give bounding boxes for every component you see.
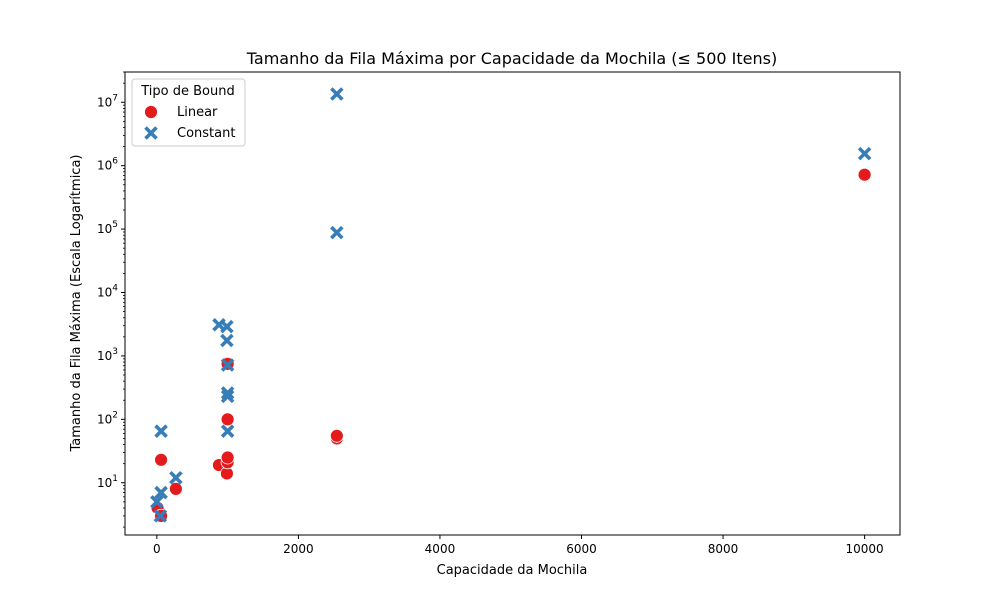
constant-point [154,485,168,500]
plot-frame [124,71,901,536]
linear-point [154,452,168,467]
constant-point [220,389,235,404]
x-tick-label: 6000 [566,542,597,556]
constant-point [330,225,344,240]
linear-point [220,450,235,465]
y-axis-label: Tamanho da Fila Máxima (Escala Logarítmi… [69,155,84,453]
linear-point [329,428,344,443]
legend-box [131,78,246,147]
constant-point [220,319,234,334]
constant-point [220,358,235,372]
constant-point [150,495,164,509]
plot-area [124,71,901,536]
y-tick-label: 105 [97,220,118,236]
y-tick-label: 102 [97,410,118,426]
constant-point [153,509,168,523]
legend-label-constant: Constant [177,126,235,141]
constant-point [220,424,235,438]
y-tick-label: 103 [97,347,118,363]
linear-point [168,481,183,496]
data-points [150,87,872,523]
constant-point [220,386,235,400]
x-tick-label: 0 [153,542,161,556]
linear-point [857,167,872,182]
constant-point [330,87,344,101]
constant-point [154,424,168,438]
legend-title: Tipo de Bound [140,84,234,99]
x-tick-label: 10000 [846,542,884,556]
x-tick-label: 4000 [425,542,456,556]
linear-point [220,412,235,427]
constant-point [857,146,872,161]
y-tick-label: 104 [97,284,118,300]
linear-legend-marker [144,105,158,119]
x-tick-label: 8000 [708,542,739,556]
x-axis-label: Capacidade da Mochila [437,563,588,578]
constant-point [169,470,183,485]
legend: Tipo de Bound Linear Constant [131,78,246,147]
y-tick-label: 107 [97,93,118,109]
x-axis: 0 2000 4000 6000 8000 10000 [153,535,884,556]
y-axis: 101 102 103 104 105 106 107 [97,71,125,528]
x-tick-label: 2000 [283,542,314,556]
constant-legend-marker [144,126,158,140]
legend-label-linear: Linear [177,105,218,120]
chart-title: Tamanho da Fila Máxima por Capacidade da… [246,49,777,68]
constant-point [220,333,234,348]
y-tick-label: 106 [97,157,118,173]
y-tick-label: 101 [97,474,118,490]
